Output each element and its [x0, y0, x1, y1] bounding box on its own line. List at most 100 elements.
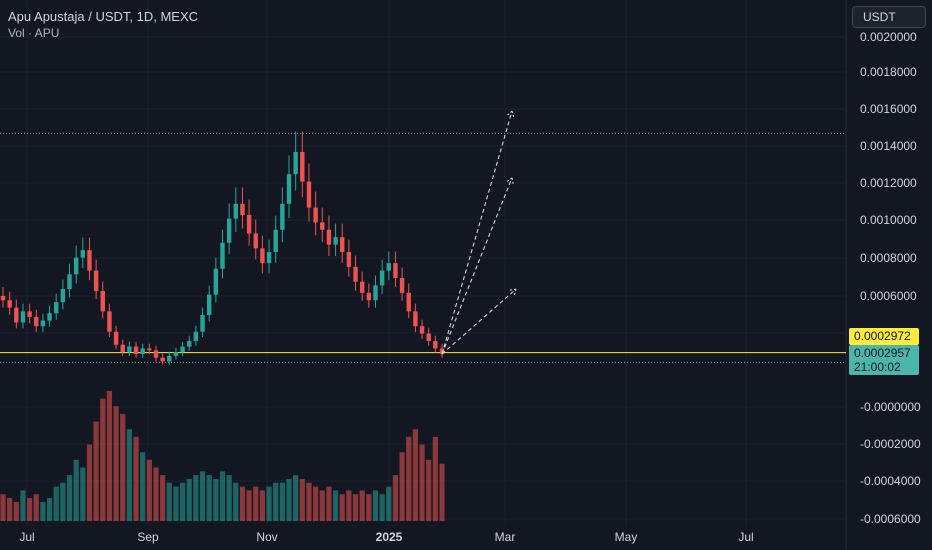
candle-body: [120, 344, 125, 353]
volume-bar: [126, 429, 132, 521]
volume-bar: [140, 452, 146, 521]
currency-button[interactable]: USDT: [852, 6, 926, 28]
arrow-head: [506, 177, 513, 183]
volume-bar: [206, 475, 212, 521]
volume-bar: [332, 490, 339, 521]
volume-bar: [100, 398, 106, 521]
volume-bar: [153, 467, 159, 521]
candle-body: [266, 252, 272, 264]
candle-body: [153, 350, 159, 358]
candle-body: [187, 341, 192, 347]
candle-body: [40, 320, 46, 327]
volume-bar: [106, 391, 113, 521]
volume-bar: [346, 490, 352, 521]
candle-body: [73, 257, 79, 275]
volume-bar: [66, 475, 73, 521]
candle-body: [373, 285, 378, 301]
candle-body: [7, 300, 12, 308]
y-tick-label: 0.0006000: [860, 289, 917, 303]
last-price-value: 0.0002957: [854, 346, 911, 360]
candle-body: [140, 348, 145, 355]
arrow-head: [508, 288, 517, 291]
volume-bar: [319, 490, 325, 521]
projection-arrows[interactable]: [441, 110, 517, 355]
candle-body: [87, 250, 92, 271]
volume-bar: [253, 486, 259, 521]
candle-body: [240, 203, 245, 215]
y-tick-label: 0.0020000: [860, 30, 917, 44]
y-tick-label: -0.0006000: [860, 512, 921, 526]
projection-arrow[interactable]: [441, 177, 513, 355]
candle-body: [280, 203, 285, 230]
candle-body: [47, 313, 52, 321]
candle-body: [113, 331, 119, 345]
projection-arrow[interactable]: [441, 288, 517, 355]
volume-bar: [279, 482, 285, 521]
arrow-head: [513, 288, 517, 296]
candle-body: [147, 348, 152, 351]
volume-bar: [366, 494, 372, 521]
volume-bar: [186, 478, 192, 521]
candle-body: [160, 357, 165, 362]
candle-body: [14, 307, 19, 323]
candle-body: [426, 333, 431, 342]
candle-body: [246, 214, 252, 234]
volume-label: Vol · APU: [8, 26, 60, 40]
volume-bar: [359, 490, 365, 521]
volume-bar: [113, 406, 119, 521]
x-tick-label: 2025: [376, 530, 403, 544]
candle-body: [433, 341, 438, 349]
x-tick-label: Jul: [738, 530, 753, 544]
arrow-head: [511, 110, 515, 119]
volume-bar: [286, 478, 292, 521]
last-price-tag: 0.0002957 21:00:02: [849, 345, 919, 375]
candle-body: [306, 181, 312, 208]
projection-arrow[interactable]: [441, 111, 513, 355]
volume-bar: [160, 475, 166, 521]
candle-body: [320, 222, 325, 230]
candle-body: [353, 266, 358, 282]
candle-body: [260, 248, 265, 264]
candle-body: [200, 315, 205, 332]
volume-bar: [372, 490, 379, 521]
volume-bar: [40, 501, 46, 521]
volume-bar: [419, 444, 425, 521]
candle-body: [366, 292, 372, 301]
x-tick-label: Mar: [495, 530, 516, 544]
y-tick-label: 0.0016000: [860, 102, 917, 116]
volume-bar: [352, 494, 359, 521]
candle-body: [213, 268, 219, 295]
volume-bar: [7, 498, 13, 521]
volume-bar: [406, 436, 412, 521]
volume-bar: [339, 494, 345, 521]
candle-body: [300, 151, 305, 182]
x-tick-label: Nov: [256, 530, 277, 544]
candle-body: [293, 151, 298, 175]
price-axis[interactable]: 0.0020000 0.0018000 0.0016000 0.0014000 0.00…: [860, 30, 921, 526]
candle-body: [313, 207, 318, 223]
volume-bar: [379, 494, 385, 521]
volume-bar: [199, 471, 206, 521]
volume-bar: [20, 490, 26, 521]
volume-bar: [46, 498, 53, 521]
volume-bar: [412, 429, 418, 521]
candle-body: [20, 311, 26, 323]
candle-body: [413, 311, 418, 327]
volume-bar: [306, 482, 312, 521]
time-axis[interactable]: Jul Sep Nov 2025 Mar May Jul: [19, 530, 753, 544]
volume-bar: [266, 486, 272, 521]
y-tick-label: 0.0012000: [860, 176, 917, 190]
volume-bar: [233, 482, 239, 521]
volume-bar: [213, 478, 219, 521]
candle-body: [393, 263, 398, 278]
volume-bar: [399, 452, 405, 521]
volume-bar: [193, 475, 199, 521]
volume-bar: [179, 482, 186, 521]
candle-body: [386, 263, 391, 271]
volume-bars: [0, 391, 445, 521]
volume-bar: [392, 475, 399, 521]
volume-bar: [386, 486, 392, 521]
volume-bar: [146, 459, 152, 521]
candle-body: [406, 292, 411, 312]
